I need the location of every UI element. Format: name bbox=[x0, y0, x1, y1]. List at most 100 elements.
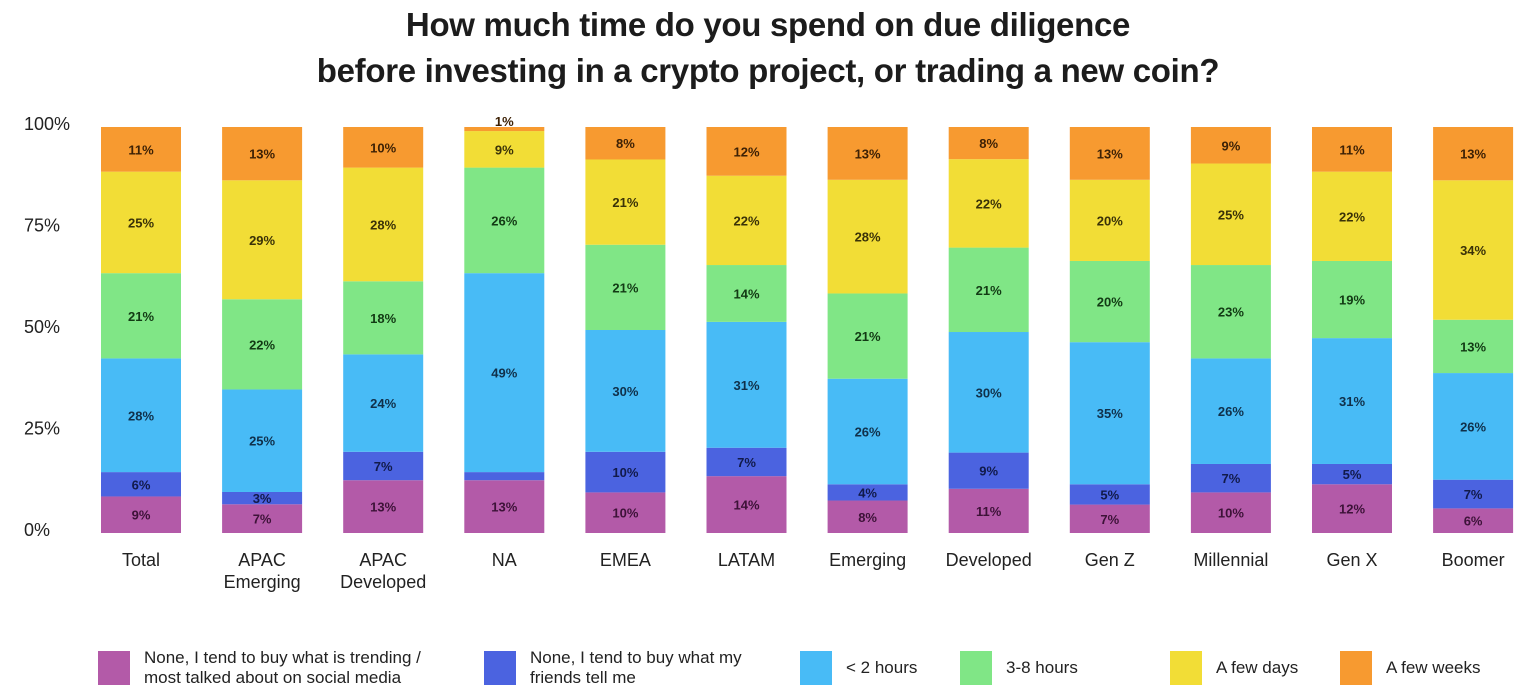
data-label: 11% bbox=[128, 142, 154, 157]
data-label: 31% bbox=[733, 378, 759, 393]
bar-segment bbox=[1069, 179, 1150, 261]
bar-segment bbox=[827, 293, 908, 379]
bar-segment bbox=[1190, 463, 1271, 493]
bar-segment bbox=[464, 273, 545, 473]
data-label: 21% bbox=[855, 329, 881, 344]
data-label: 21% bbox=[612, 195, 638, 210]
data-label: 28% bbox=[855, 230, 881, 245]
data-label: 26% bbox=[1218, 404, 1244, 419]
data-label: 11% bbox=[1339, 142, 1365, 157]
bar-segment bbox=[706, 265, 787, 322]
y-tick-label: 50% bbox=[24, 317, 60, 337]
data-label: 22% bbox=[733, 213, 759, 228]
bar-segment bbox=[948, 127, 1029, 160]
legend-swatch bbox=[98, 651, 130, 685]
legend-swatch bbox=[1340, 651, 1372, 685]
bar-segment bbox=[1069, 260, 1150, 343]
data-label: 10% bbox=[612, 506, 638, 521]
data-label: 9% bbox=[979, 464, 998, 479]
data-label: 9% bbox=[132, 508, 151, 523]
data-label: 30% bbox=[976, 385, 1002, 400]
y-tick-label: 100% bbox=[24, 114, 70, 134]
x-tick-label: LATAM bbox=[718, 550, 775, 570]
bar-segment bbox=[101, 472, 181, 497]
bar-segment bbox=[222, 491, 303, 505]
legend-swatch bbox=[960, 651, 992, 685]
legend-label: A few weeks bbox=[1386, 658, 1481, 677]
data-label: 11% bbox=[976, 504, 1002, 519]
data-label: 24% bbox=[370, 396, 396, 411]
bar-segment bbox=[1190, 265, 1271, 359]
data-label: 26% bbox=[491, 213, 517, 228]
bar-segment bbox=[706, 127, 787, 176]
chart-title-line-1: How much time do you spend on due dilige… bbox=[405, 6, 1131, 43]
bar-segment bbox=[222, 389, 303, 492]
bar-segment bbox=[222, 127, 303, 181]
bar-segment bbox=[343, 480, 424, 533]
bar-segment bbox=[1312, 484, 1392, 533]
bar-segment bbox=[585, 127, 666, 160]
data-label: 22% bbox=[249, 337, 275, 352]
legend-label: < 2 hours bbox=[846, 658, 918, 677]
bar-segment bbox=[1069, 127, 1150, 180]
bar-segment bbox=[585, 451, 666, 493]
legend-swatch bbox=[800, 651, 832, 685]
bar-segment bbox=[948, 159, 1029, 248]
data-label: 5% bbox=[1100, 487, 1119, 502]
bar-segment bbox=[464, 127, 545, 132]
legend-label: None, I tend to buy what my friends tell… bbox=[530, 648, 742, 687]
x-tick-label: Emerging bbox=[224, 572, 301, 592]
x-tick-label: Emerging bbox=[829, 550, 906, 570]
bar-segment bbox=[343, 354, 424, 452]
legend-item: None, I tend to buy what my friends tell… bbox=[484, 648, 800, 688]
bar-segment bbox=[1433, 127, 1514, 181]
bar-segment bbox=[1069, 504, 1150, 533]
data-label: 10% bbox=[1218, 506, 1244, 521]
bar-segment bbox=[706, 321, 787, 448]
data-label: 8% bbox=[858, 510, 877, 525]
bar-segment bbox=[1190, 492, 1271, 533]
data-label: 13% bbox=[491, 500, 517, 515]
legend-item: 3-8 hours bbox=[960, 651, 1170, 685]
bar-segment bbox=[827, 127, 908, 180]
legend-swatch bbox=[1170, 651, 1202, 685]
bar-segment bbox=[101, 127, 181, 172]
data-label: 9% bbox=[1222, 138, 1241, 153]
bar-segment bbox=[827, 179, 908, 294]
data-label: 13% bbox=[370, 500, 396, 515]
bar-segment bbox=[1312, 338, 1392, 464]
x-tick-label: EMEA bbox=[600, 550, 651, 570]
bar-segment bbox=[585, 330, 666, 452]
data-label: 12% bbox=[733, 144, 759, 159]
bar-segment bbox=[585, 492, 666, 533]
data-label: 49% bbox=[491, 366, 517, 381]
x-tick-label: Developed bbox=[946, 550, 1032, 570]
data-label: 9% bbox=[495, 142, 514, 157]
bar-segment bbox=[706, 447, 787, 477]
bar-segment bbox=[1433, 180, 1514, 320]
bar-segment bbox=[948, 247, 1029, 333]
x-tick-label: Boomer bbox=[1442, 550, 1505, 570]
legend-item: < 2 hours bbox=[800, 651, 960, 685]
x-tick-label: Gen X bbox=[1326, 550, 1377, 570]
x-tick-label: APAC bbox=[359, 550, 407, 570]
x-tick-label: APAC bbox=[238, 550, 286, 570]
x-tick-label: Millennial bbox=[1193, 550, 1268, 570]
bar-segment bbox=[1312, 463, 1392, 485]
bar-segment bbox=[948, 488, 1029, 533]
bar-segment bbox=[101, 496, 181, 533]
data-label: 6% bbox=[132, 477, 151, 492]
data-label: 25% bbox=[249, 434, 275, 449]
data-label: 6% bbox=[1464, 514, 1483, 529]
data-label: 13% bbox=[1097, 146, 1123, 161]
bar-segment bbox=[1312, 260, 1392, 339]
data-label: 21% bbox=[976, 283, 1002, 298]
bar-segment bbox=[585, 244, 666, 330]
bar-segment bbox=[1312, 127, 1392, 172]
bar-segment bbox=[101, 171, 181, 274]
data-label: 25% bbox=[128, 215, 154, 230]
data-label: 28% bbox=[128, 408, 154, 423]
data-label: 7% bbox=[253, 512, 272, 527]
legend: None, I tend to buy what is trending / m… bbox=[98, 648, 1500, 688]
data-label: 3% bbox=[253, 491, 272, 506]
